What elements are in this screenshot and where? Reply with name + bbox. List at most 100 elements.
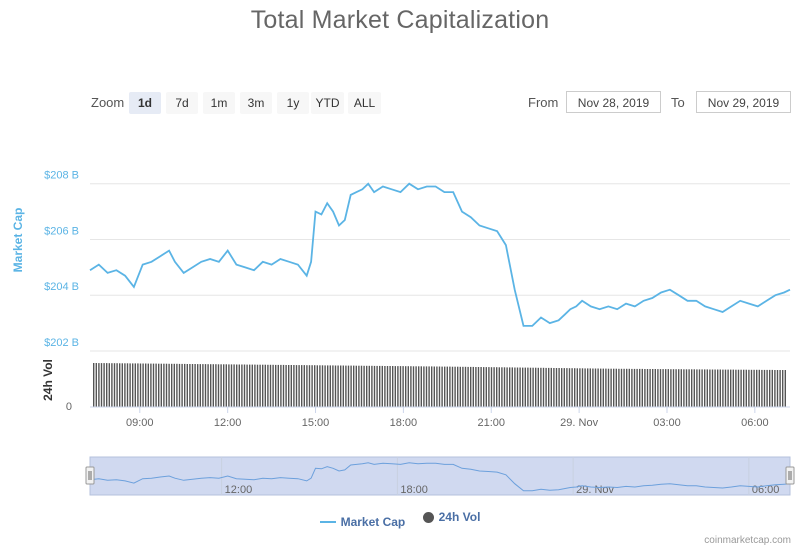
volume-bar: [241, 364, 243, 407]
volume-bar: [230, 364, 233, 407]
volume-bar: [98, 363, 100, 407]
volume-bar: [119, 363, 121, 407]
volume-bar: [771, 369, 773, 407]
zoom-button-1d[interactable]: 1d: [129, 92, 161, 114]
volume-bar: [485, 367, 487, 407]
volume-bar: [444, 366, 446, 407]
volume-bar: [293, 365, 295, 407]
volume-bar: [472, 366, 474, 407]
volume-bar: [275, 364, 277, 407]
volume-bar: [163, 363, 165, 407]
to-date-input[interactable]: Nov 29, 2019: [696, 91, 791, 113]
y-tick-label: $204 B: [44, 281, 79, 293]
volume-bar: [212, 364, 214, 407]
zoom-button-1m[interactable]: 1m: [203, 92, 235, 114]
volume-bar: [386, 366, 389, 407]
x-tick-label: 09:00: [126, 417, 154, 429]
navigator-selection[interactable]: [89, 456, 791, 496]
volume-bar: [116, 363, 118, 407]
volume-bar: [553, 368, 555, 407]
volume-bar: [620, 368, 623, 407]
x-axis-ticks: 09:00 12:00 15:00 18:00 21:00 29. Nov 03:00 06:…: [126, 407, 769, 429]
volume-bar: [516, 367, 519, 407]
zoom-button-1y[interactable]: 1y: [277, 92, 309, 114]
volume-bar: [740, 369, 742, 407]
volume-bar: [766, 369, 768, 407]
volume-bar: [636, 368, 638, 407]
volume-bar: [285, 365, 287, 407]
volume-bar: [722, 369, 724, 407]
navigator-right-handle[interactable]: [785, 466, 795, 485]
volume-bar: [137, 363, 139, 407]
volume-bar: [607, 368, 610, 407]
volume-bar: [542, 367, 545, 407]
volume-bar: [548, 367, 550, 407]
volume-zero-tick: 0: [66, 401, 72, 413]
navigator[interactable]: 12:00 18:00 29. Nov 06:00: [85, 456, 795, 496]
zoom-button-7d[interactable]: 7d: [166, 92, 198, 114]
volume-bar: [561, 368, 563, 407]
legend-item-volume[interactable]: 24h Vol: [422, 510, 481, 524]
volume-bar: [769, 369, 771, 407]
volume-bar: [574, 368, 576, 407]
volume-bar: [355, 365, 357, 407]
volume-bar: [735, 369, 737, 407]
volume-bar: [282, 364, 285, 407]
volume-bar: [693, 369, 695, 407]
volume-bar: [683, 369, 685, 407]
navigator-series-line: [89, 462, 791, 492]
volume-bar: [168, 363, 170, 407]
volume-bar: [223, 364, 225, 407]
to-label: To: [671, 95, 685, 110]
volume-bar: [597, 368, 599, 407]
volume-bar: [176, 363, 178, 407]
volume-bar: [623, 368, 625, 407]
volume-bar: [147, 363, 149, 407]
volume-bar: [675, 369, 677, 407]
volume-bar: [709, 369, 711, 407]
volume-bar: [696, 369, 698, 407]
volume-bar: [730, 369, 732, 407]
volume-bar: [142, 363, 144, 407]
volume-bar: [186, 364, 188, 407]
zoom-button-ytd[interactable]: YTD: [311, 92, 344, 114]
volume-bar: [431, 366, 433, 407]
volume-bar: [316, 365, 318, 407]
volume-bar: [665, 369, 667, 407]
volume-bar: [132, 363, 134, 407]
volume-bar: [662, 369, 664, 407]
volume-bar: [340, 365, 342, 407]
volume-bar: [93, 363, 95, 407]
volume-bar: [589, 368, 591, 407]
volume-bar: [368, 365, 370, 407]
volume-bar: [415, 366, 417, 407]
volume-bar: [111, 363, 113, 407]
zoom-button-3m[interactable]: 3m: [240, 92, 272, 114]
from-date-input[interactable]: Nov 28, 2019: [566, 91, 661, 113]
volume-bar: [446, 366, 448, 407]
volume-bar: [464, 366, 467, 407]
volume-bar: [150, 363, 152, 407]
navigator-left-handle[interactable]: [85, 466, 95, 485]
volume-bar: [207, 364, 209, 407]
volume-bar: [631, 368, 633, 407]
volume-bar: [389, 366, 391, 407]
volume-bar: [779, 370, 781, 407]
zoom-button-all[interactable]: ALL: [348, 92, 381, 114]
volume-bar: [633, 368, 636, 407]
volume-bar: [152, 363, 155, 407]
volume-bar: [184, 363, 186, 407]
volume-bar: [618, 368, 620, 407]
legend-item-market-cap[interactable]: Market Cap: [319, 515, 405, 529]
legend-label-volume: 24h Vol: [438, 510, 481, 524]
volume-bar: [254, 364, 256, 407]
volume-bar: [194, 364, 196, 407]
volume-bar: [477, 367, 480, 407]
x-tick-label: 15:00: [302, 417, 330, 429]
volume-bar: [428, 366, 430, 407]
volume-bar: [626, 368, 628, 407]
volume-bar: [225, 364, 227, 407]
volume-bar: [782, 370, 784, 407]
volume-bar: [269, 364, 272, 407]
